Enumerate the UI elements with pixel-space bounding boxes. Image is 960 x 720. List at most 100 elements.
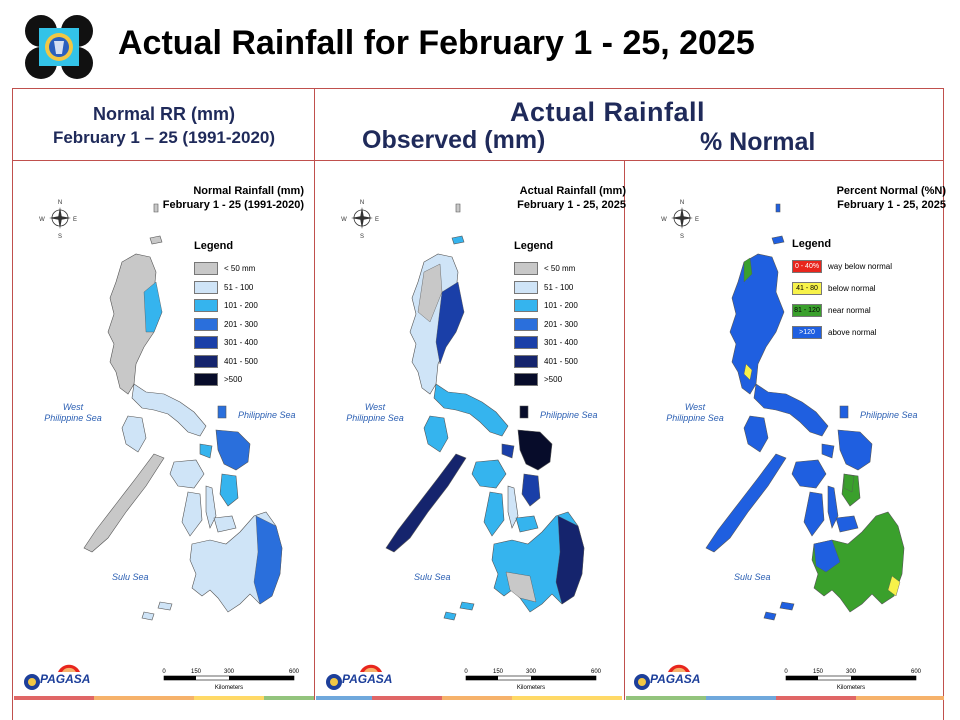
map-region-shade — [435, 281, 465, 365]
compass-s-label: S — [680, 234, 684, 240]
island-sulu2 — [763, 611, 777, 621]
scale-tick-label: 0 — [464, 669, 468, 675]
legend-swatch — [514, 280, 538, 294]
scale-units-label: Kilometers — [215, 685, 243, 691]
pagasa-logo — [25, 15, 93, 79]
panel-divider-1 — [314, 160, 315, 700]
percent-normal-map-panel: N S W E 0 150 300 600 Kilometers Percent Normal (… — [626, 162, 946, 698]
island-luzonN — [729, 253, 785, 395]
map-title-line2: February 1 - 25 (1991-2020) — [162, 199, 304, 211]
pagasa-wordmark: PAGASA — [40, 672, 91, 686]
compass-n-label: N — [58, 200, 62, 206]
legend-label: < 50 mm — [544, 264, 576, 273]
compass-n-label: N — [680, 200, 684, 206]
island-babuyan — [149, 235, 163, 245]
map-title-line1: Normal Rainfall (mm) — [193, 185, 304, 197]
sea-label-philippine-sea: Philippine Sea — [238, 410, 296, 420]
legend-item: >500 — [194, 373, 314, 387]
island-cebu — [205, 485, 217, 529]
map-title-line1: Actual Rainfall (mm) — [519, 185, 626, 197]
compass-s-label: S — [360, 234, 364, 240]
legend-label: way below normal — [828, 262, 893, 271]
island-palawan — [385, 453, 467, 553]
legend-item: >500 — [514, 373, 634, 387]
legend-swatch — [514, 299, 538, 312]
map-region-shade — [417, 263, 443, 323]
compass-w-label: W — [341, 217, 347, 223]
island-sulu1 — [157, 601, 173, 611]
scale-tick-label: 150 — [191, 669, 202, 675]
island-mindanao — [811, 511, 905, 613]
scale-bar: 0 150 300 600 Kilometers — [162, 669, 299, 691]
legend-swatch: 81 - 120 — [792, 304, 822, 317]
header-divider — [314, 88, 315, 160]
island-leyte — [219, 473, 239, 507]
bottom-color-segment — [442, 696, 512, 700]
legend-label: near normal — [828, 306, 871, 315]
island-sulu2 — [443, 611, 457, 621]
map-title-line2: February 1 - 25, 2025 — [517, 199, 626, 211]
legend-item: 51 - 100 — [194, 280, 314, 295]
legend-item: 301 - 400 — [194, 336, 314, 350]
legend-item: 401 - 500 — [514, 354, 634, 369]
island-sulu1 — [779, 601, 795, 611]
compass-rose-icon: N S W E — [661, 200, 699, 240]
island-samar — [215, 429, 251, 471]
legend-swatch — [194, 373, 218, 386]
bottom-color-segment — [94, 696, 194, 700]
island-bohol — [213, 515, 237, 533]
scale-units-label: Kilometers — [837, 685, 865, 691]
compass-w-label: W — [661, 217, 667, 223]
legend-swatch — [514, 354, 538, 368]
legend-label: 51 - 100 — [224, 282, 254, 292]
scale-tick-label: 300 — [526, 669, 537, 675]
scale-tick-label: 300 — [846, 669, 857, 675]
legend-swatch — [514, 317, 538, 331]
island-masbate — [821, 443, 835, 459]
compass-n-label: N — [360, 200, 364, 206]
island-luzonS — [131, 383, 207, 437]
scale-tick-label: 600 — [591, 669, 602, 675]
sea-label-west-philippine-sea: West Philippine Sea — [44, 402, 102, 423]
legend-label: 201 - 300 — [544, 319, 578, 329]
sea-label-west-philippine-sea: West Philippine Sea — [346, 402, 404, 423]
legend-item: < 50 mm — [514, 262, 634, 276]
island-cebu — [827, 485, 839, 529]
legend-item: 401 - 500 — [194, 354, 314, 369]
map-title-line1: Percent Normal (%N) — [836, 185, 946, 197]
legend-item: 301 - 400 — [514, 336, 634, 350]
philippines-map: N S W E 0 150 300 600 Kilometers — [661, 200, 922, 691]
island-panay — [471, 459, 507, 489]
island-panay — [169, 459, 205, 489]
normal-rr-heading: Normal RR (mm) — [92, 104, 235, 124]
legend-item: >120 above normal — [792, 326, 912, 340]
map-region-shade — [813, 539, 841, 573]
bottom-color-segment — [194, 696, 264, 700]
compass-e-label: E — [375, 217, 379, 223]
island-negros — [483, 491, 505, 537]
compass-s-label: S — [58, 234, 62, 240]
percent-normal-heading: % Normal — [700, 128, 816, 156]
legend-label: 101 - 200 — [544, 301, 578, 310]
map-region-shade — [743, 363, 753, 381]
legend-label: 401 - 500 — [544, 356, 578, 366]
legend-swatch — [194, 317, 218, 331]
sea-label-philippine-sea: Philippine Sea — [860, 410, 918, 420]
compass-w-label: W — [39, 217, 45, 223]
scale-units-label: Kilometers — [517, 685, 545, 691]
island-mindoro — [423, 415, 449, 453]
compass-rose-icon: N S W E — [341, 200, 379, 240]
scale-tick-label: 150 — [813, 669, 824, 675]
normal-period-heading: February 1 – 25 (1991-2020) — [52, 128, 276, 147]
scale-bar: 0 150 300 600 Kilometers — [784, 669, 921, 691]
content-frame — [12, 88, 944, 720]
legend-label: 401 - 500 — [224, 356, 258, 366]
legend-label: 51 - 100 — [544, 282, 574, 292]
actual-rainfall-heading: Actual Rainfall — [510, 97, 706, 127]
legend-swatch — [194, 262, 218, 275]
page-title: Actual Rainfall for February 1 - 25, 202… — [118, 24, 755, 62]
compass-e-label: E — [73, 217, 77, 223]
bottom-color-segment — [626, 696, 706, 700]
legend-title: Legend — [792, 238, 832, 250]
map-region-shade — [555, 515, 585, 605]
